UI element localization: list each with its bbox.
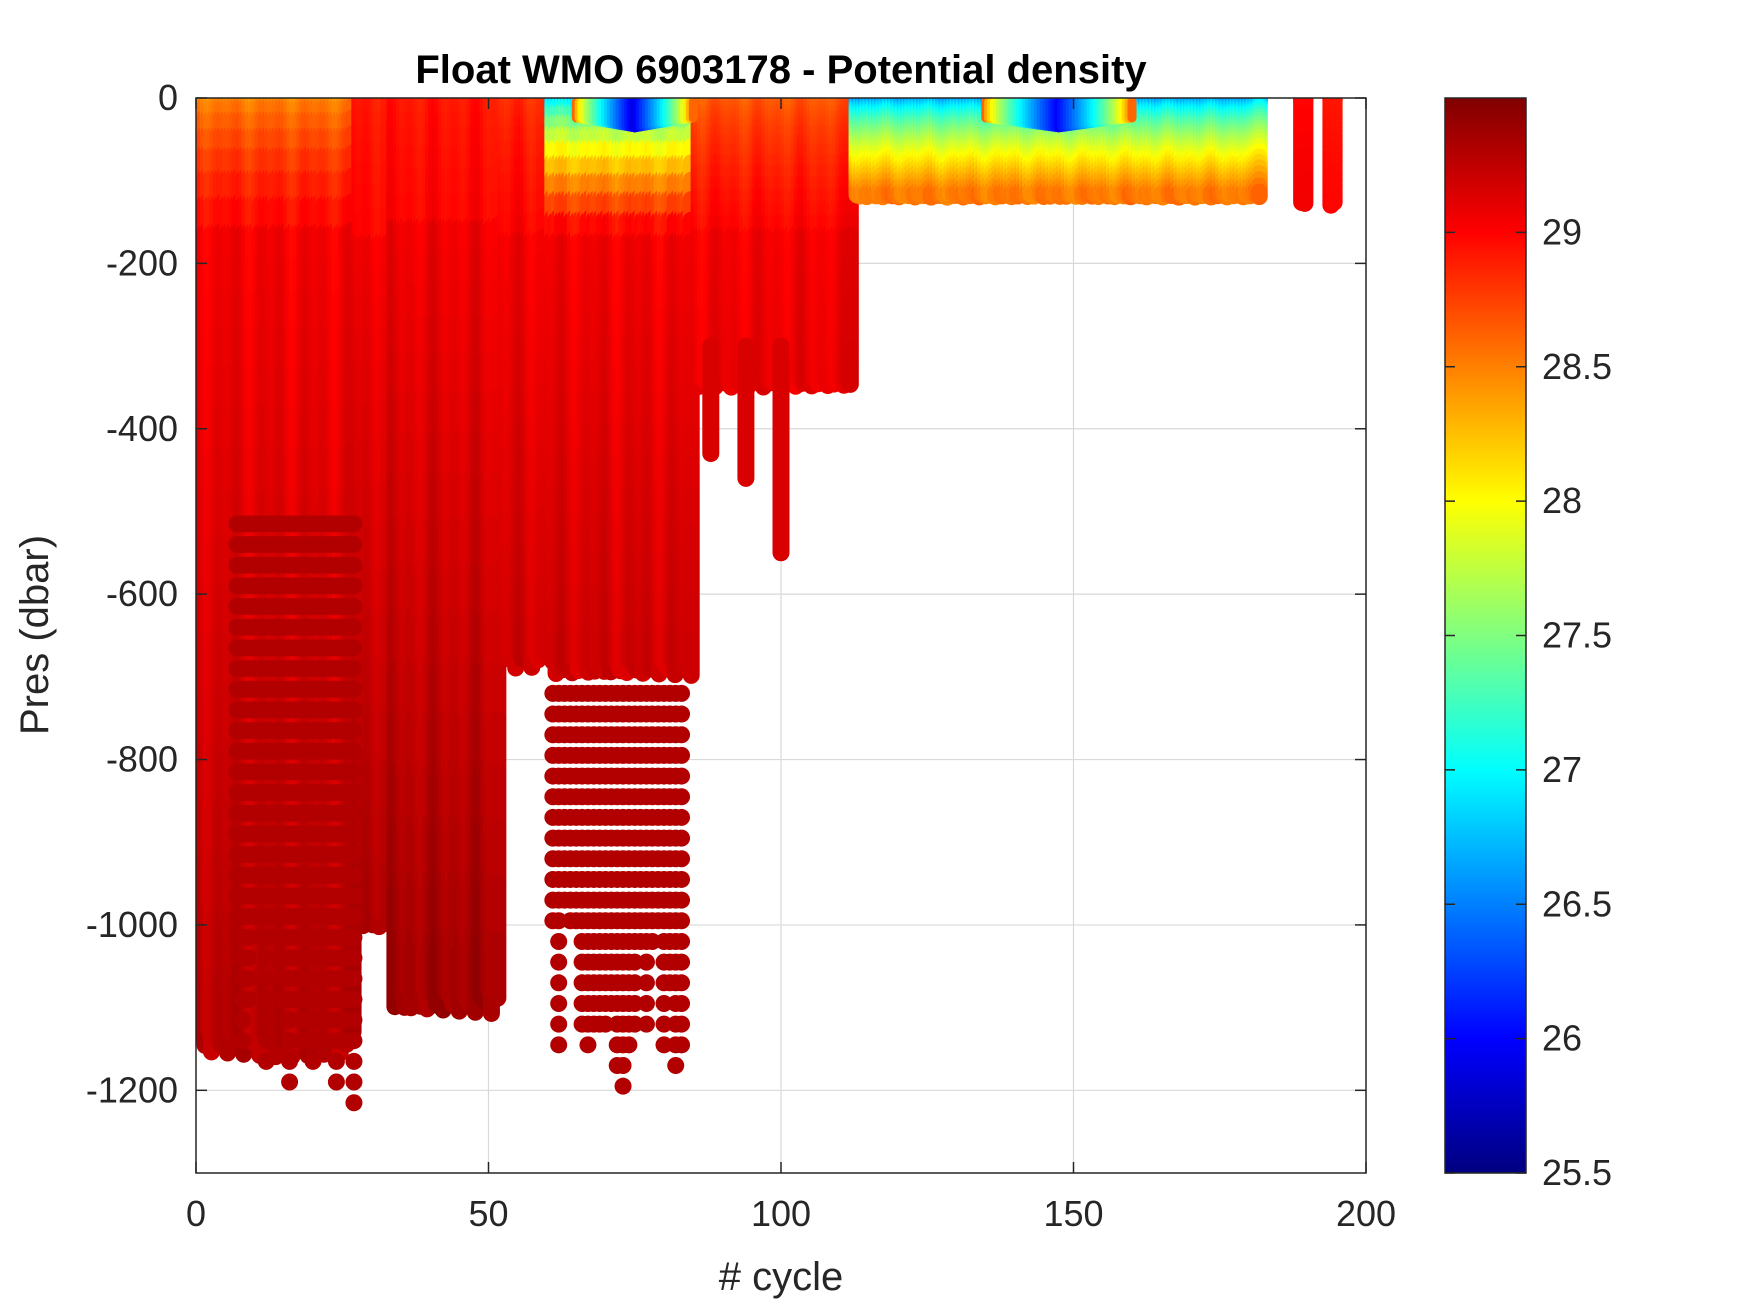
data-layer: [196, 98, 1343, 1112]
profile-group-3: [497, 98, 554, 677]
profile-group-1: [351, 98, 398, 936]
profile-group-2: [386, 98, 507, 1022]
profile-group-4: [544, 98, 700, 684]
